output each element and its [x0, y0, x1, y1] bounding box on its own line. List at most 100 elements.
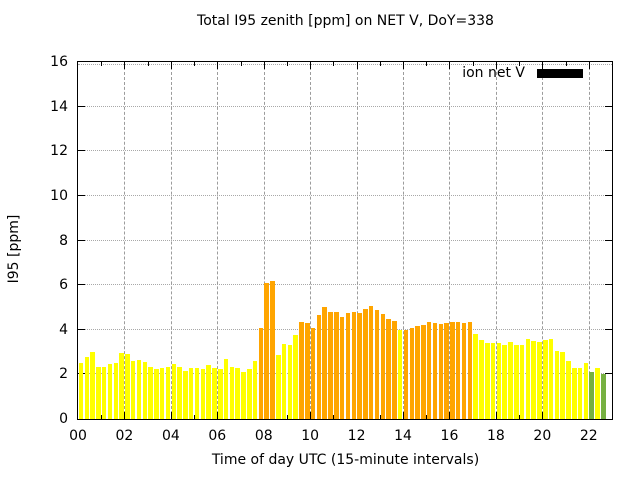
x-tick-mark	[426, 62, 428, 66]
bar	[252, 361, 258, 419]
bar	[566, 361, 571, 419]
y-gridline	[78, 194, 612, 196]
bar	[467, 321, 473, 419]
bar	[229, 366, 235, 419]
x-tick-label: 08	[254, 428, 273, 444]
x-tick-mark	[240, 62, 242, 66]
bar	[96, 366, 101, 419]
bar	[572, 367, 577, 419]
x-tick-mark	[449, 412, 451, 419]
bar	[368, 306, 374, 419]
x-tick-mark	[403, 412, 405, 419]
bar	[508, 342, 513, 419]
x-tick-label: 10	[301, 428, 320, 444]
y-gridline	[78, 150, 612, 152]
x-tick-mark	[542, 412, 544, 419]
bar	[490, 343, 496, 419]
bar	[171, 364, 177, 419]
bar	[130, 361, 136, 419]
y-gridline	[78, 328, 612, 330]
x-tick-mark	[565, 415, 567, 419]
bar	[461, 323, 467, 419]
y-tick-mark	[78, 284, 85, 286]
bar	[188, 367, 194, 419]
bar	[84, 356, 89, 419]
bar	[165, 366, 171, 419]
x-tick-mark	[263, 62, 265, 69]
bar	[159, 367, 165, 419]
y-tick-label: 2	[59, 366, 68, 383]
bar	[386, 318, 391, 419]
x-tick-mark	[588, 62, 590, 69]
x-tick-mark	[240, 415, 242, 419]
bar	[276, 355, 281, 419]
x-tick-mark	[542, 62, 544, 69]
y-tick-mark	[605, 373, 612, 375]
bar	[287, 345, 293, 419]
bar	[380, 314, 386, 419]
bar	[438, 324, 444, 419]
bar	[235, 367, 240, 419]
bar	[101, 366, 107, 419]
y-tick-mark	[605, 105, 612, 107]
bar	[113, 363, 119, 419]
y-tick-mark	[605, 150, 612, 152]
bar	[479, 339, 484, 419]
x-tick-mark	[426, 415, 428, 419]
bar	[363, 308, 368, 419]
bar	[258, 327, 264, 419]
y-tick-mark	[605, 194, 612, 196]
x-tick-mark	[519, 415, 521, 419]
y-tick-label: 0	[59, 411, 68, 427]
x-tick-mark	[217, 62, 219, 69]
bar	[264, 282, 269, 419]
y-tick-label: 12	[50, 143, 68, 160]
x-gridline	[124, 62, 126, 419]
chart-title: Total I95 zenith [ppm] on NET V, DoY=338	[197, 13, 494, 29]
bar	[426, 321, 432, 419]
bar	[601, 374, 606, 419]
x-tick-mark	[495, 62, 497, 69]
y-gridline	[78, 284, 612, 286]
x-tick-label: 22	[579, 428, 598, 444]
bar	[212, 367, 217, 419]
bar	[496, 343, 502, 419]
bar	[560, 352, 565, 419]
x-gridline	[495, 62, 497, 419]
bar	[403, 329, 409, 419]
bar	[548, 338, 554, 419]
y-gridline	[78, 239, 612, 241]
x-gridline	[356, 62, 358, 419]
bar	[595, 367, 600, 419]
bar	[177, 366, 182, 419]
x-gridline	[542, 62, 544, 419]
bar	[322, 307, 327, 419]
bar	[537, 342, 542, 419]
bar	[90, 352, 95, 419]
y-tick-mark	[78, 105, 85, 107]
bar	[334, 311, 339, 419]
bar	[531, 340, 536, 419]
y-tick-label: 6	[59, 277, 68, 294]
bar	[421, 325, 426, 419]
y-tick-label: 10	[50, 187, 68, 204]
bar	[136, 359, 142, 419]
x-axis-label: Time of day UTC (15-minute intervals)	[211, 452, 480, 468]
bar	[473, 334, 478, 419]
y-gridline	[78, 105, 612, 107]
bar	[206, 365, 211, 419]
y-tick-label: 14	[50, 98, 68, 115]
x-tick-mark	[124, 62, 126, 69]
bar	[374, 309, 380, 419]
x-tick-mark	[124, 412, 126, 419]
bar	[577, 367, 583, 419]
x-tick-mark	[333, 62, 335, 66]
bar	[107, 364, 113, 419]
x-tick-mark	[147, 415, 149, 419]
y-tick-label: 8	[59, 232, 68, 249]
x-tick-mark	[263, 412, 265, 419]
bar	[345, 313, 351, 419]
bar	[357, 313, 362, 419]
bar	[148, 366, 153, 419]
